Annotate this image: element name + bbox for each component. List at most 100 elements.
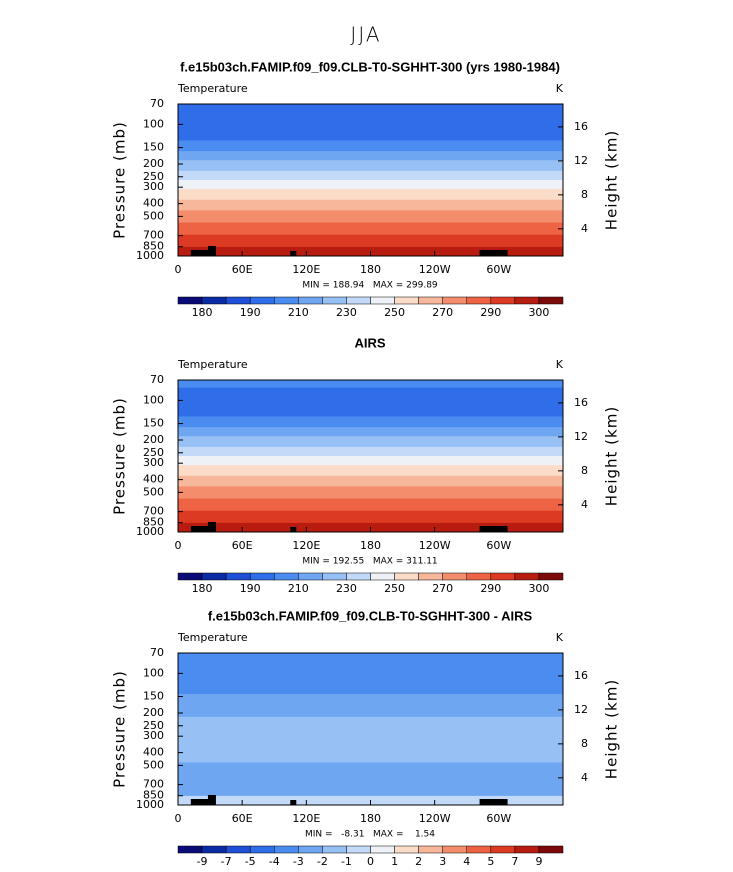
colorbar-label: 9 <box>535 855 542 868</box>
colorbar-box <box>490 572 516 581</box>
colorbar-box <box>442 572 467 581</box>
y-tick-label: 150 <box>143 141 164 154</box>
colorbar-label: 300 <box>528 582 549 595</box>
contour-fill <box>178 210 563 224</box>
colorbar-box <box>370 845 395 854</box>
colorbar-box <box>177 572 203 581</box>
contour-fill <box>178 486 563 500</box>
colorbar-box <box>274 572 299 581</box>
colorbar-label: -2 <box>317 855 328 868</box>
colorbar-label: 250 <box>384 306 405 319</box>
panel-title: AIRS <box>354 335 385 350</box>
colorbar-box <box>466 296 492 305</box>
x-tick-label: 60W <box>486 812 511 825</box>
stats: MIN = 188.94 MAX = 299.89 <box>302 281 438 291</box>
x-tick-label: 120E <box>292 263 320 276</box>
y-tick-label: 100 <box>143 393 164 406</box>
colorbar-box <box>346 296 371 305</box>
y2-tick-label: 12 <box>574 430 588 443</box>
y-tick-label: 200 <box>143 157 164 170</box>
colorbar-label: -7 <box>221 855 232 868</box>
contour-fill <box>178 436 563 448</box>
colorbar-box <box>490 296 516 305</box>
colorbar-box <box>466 572 492 581</box>
colorbar-box <box>418 296 443 305</box>
x-tick-label: 120E <box>292 539 320 552</box>
stats: MIN = 192.55 MAX = 311.11 <box>302 557 437 567</box>
topography <box>290 800 297 805</box>
colorbar-box <box>466 845 492 854</box>
x-tick-label: 180 <box>360 263 381 276</box>
y-tick-label: 400 <box>143 746 164 759</box>
topography <box>207 795 216 805</box>
y-tick-label: 500 <box>143 758 164 771</box>
units: K <box>556 358 564 371</box>
colorbar-label: -1 <box>341 855 352 868</box>
y-tick-label: 100 <box>143 117 164 130</box>
colorbar-box <box>418 572 443 581</box>
colorbar-box <box>538 845 564 854</box>
y2-tick-label: 8 <box>581 464 588 477</box>
y-tick-label: 1000 <box>136 798 164 811</box>
colorbar-box <box>298 845 323 854</box>
y2-tick-label: 8 <box>581 188 588 201</box>
y-tick-label: 150 <box>143 690 164 703</box>
y-tick-label: 250 <box>143 170 164 183</box>
y-tick-label: 200 <box>143 433 164 446</box>
contour-fill <box>178 387 563 417</box>
y-tick-label: 70 <box>150 97 164 110</box>
x-tick-label: 0 <box>175 812 182 825</box>
colorbar-label: 300 <box>528 306 549 319</box>
contour-fill <box>178 199 563 211</box>
colorbar-box <box>249 296 275 305</box>
topography <box>207 246 216 256</box>
y-axis-label: Pressure (mb) <box>111 121 129 239</box>
colorbar-box <box>274 296 299 305</box>
contour-fill <box>178 170 563 181</box>
colorbar-box <box>249 845 275 854</box>
colorbar-box <box>225 845 251 854</box>
topography <box>190 526 213 532</box>
stats: MIN = -8.31 MAX = 1.54 <box>305 830 435 840</box>
y-tick-label: 250 <box>143 446 164 459</box>
x-tick-label: 120W <box>419 812 451 825</box>
colorbar-box <box>249 572 275 581</box>
colorbar-box <box>298 572 323 581</box>
colorbar-box <box>322 296 347 305</box>
colorbar-label: 210 <box>288 306 309 319</box>
y-tick-label: 700 <box>143 505 164 518</box>
topography <box>290 251 297 256</box>
y2-axis-label: Height (km) <box>603 130 621 230</box>
colorbar-label: 190 <box>240 582 261 595</box>
y2-tick-label: 16 <box>574 396 588 409</box>
contour-fill <box>178 380 563 389</box>
colorbar-label: -4 <box>269 855 280 868</box>
colorbar-label: 270 <box>432 582 453 595</box>
colorbar-box <box>225 572 251 581</box>
colorbar-box <box>177 845 203 854</box>
colorbar-label: 3 <box>439 855 446 868</box>
colorbar-box <box>514 845 540 854</box>
colorbar-label: -9 <box>197 855 208 868</box>
y-tick-label: 850 <box>143 240 164 253</box>
contour-fill <box>178 446 563 457</box>
y-tick-label: 300 <box>143 729 164 742</box>
contour-fill <box>178 104 563 141</box>
y-tick-label: 100 <box>143 666 164 679</box>
topography <box>290 527 297 532</box>
colorbar-box <box>346 572 371 581</box>
topography <box>190 799 213 805</box>
colorbar-label: 210 <box>288 582 309 595</box>
panel-subtitle: Temperature <box>177 82 248 95</box>
suptitle: JJA <box>350 23 381 47</box>
y-tick-label: 70 <box>150 373 164 386</box>
x-tick-label: 180 <box>360 812 381 825</box>
panel-subtitle: Temperature <box>177 358 248 371</box>
colorbar-label: 180 <box>192 582 213 595</box>
y2-tick-label: 12 <box>574 154 588 167</box>
y-tick-label: 500 <box>143 209 164 222</box>
y-tick-label: 200 <box>143 706 164 719</box>
contour-fill <box>178 465 563 477</box>
